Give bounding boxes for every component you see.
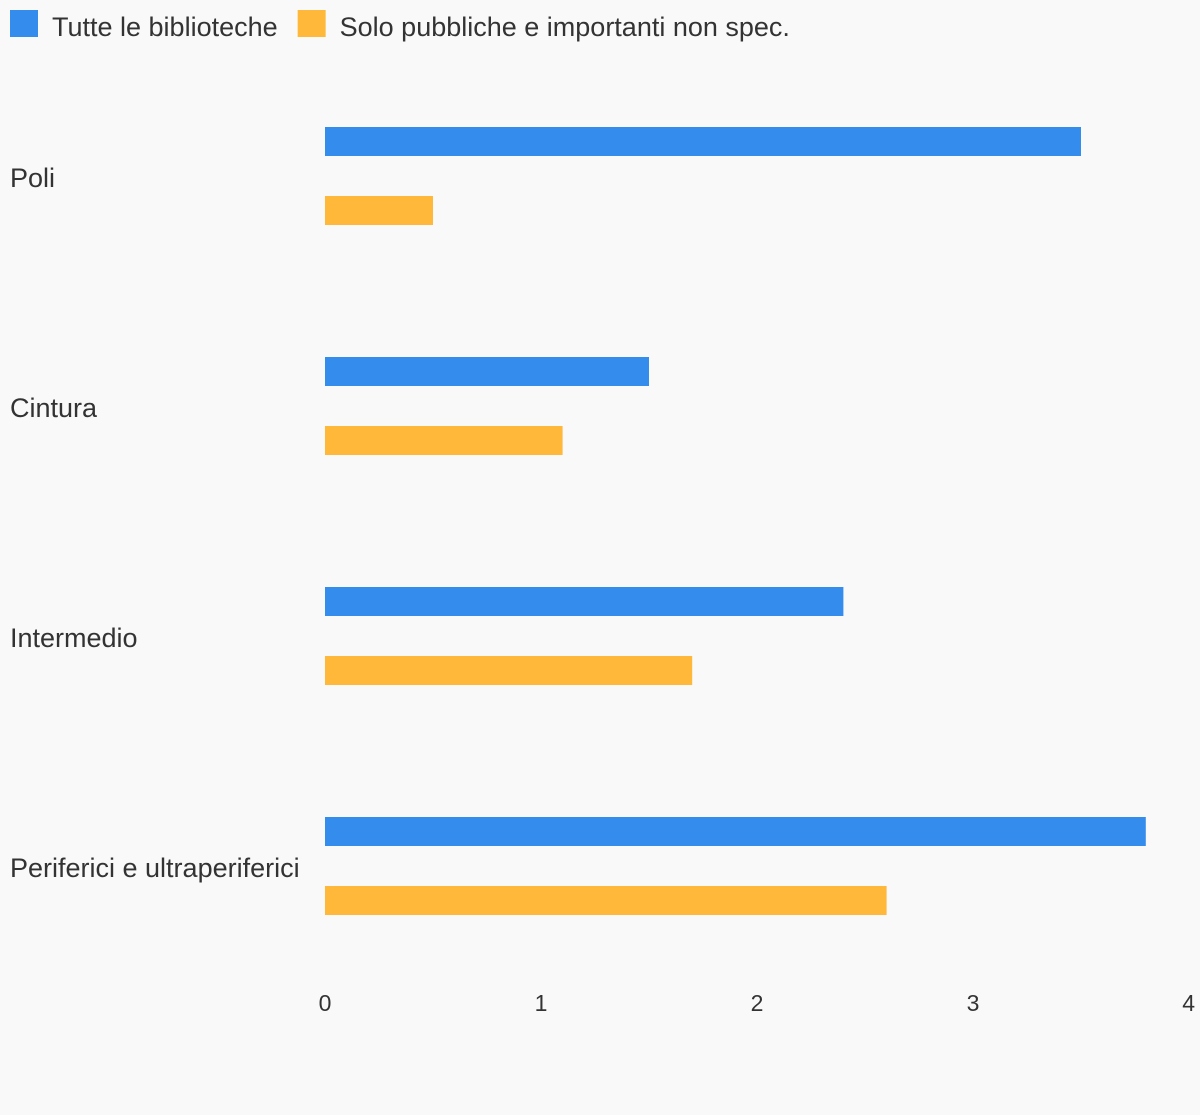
bar-solo-pubbliche-e-importanti-non-spec-poli: [325, 196, 433, 225]
x-tick-label-4: 4: [1182, 990, 1195, 1016]
bar-tutte-le-biblioteche-poli: [325, 127, 1081, 156]
x-axis-ticks: 0 1 2 3 4: [319, 990, 1196, 1016]
category-label-cintura: Cintura: [10, 393, 98, 423]
bar-solo-pubbliche-e-importanti-non-spec-periferici-e-ultraperiferici: [325, 886, 887, 915]
bar-tutte-le-biblioteche-periferici-e-ultraperiferici: [325, 817, 1146, 846]
x-tick-label-2: 2: [751, 990, 764, 1016]
category-label-periferici-e-ultraperiferici: Periferici e ultraperiferici: [10, 853, 300, 883]
category-label-intermedio: Intermedio: [10, 623, 138, 653]
legend-label-tutte-le-biblioteche: Tutte le biblioteche: [52, 12, 278, 42]
bar-tutte-le-biblioteche-cintura: [325, 357, 649, 386]
bars: [325, 127, 1146, 915]
legend-swatch-tutte-le-biblioteche: [10, 10, 38, 37]
legend-label-solo-pubbliche-e-importanti-non-spec: Solo pubbliche e importanti non spec.: [340, 12, 790, 42]
x-tick-label-0: 0: [319, 990, 332, 1016]
bar-tutte-le-biblioteche-intermedio: [325, 587, 844, 616]
x-tick-label-1: 1: [535, 990, 548, 1016]
category-labels: Poli Cintura Intermedio Periferici e ultrap…: [10, 163, 300, 883]
bar-solo-pubbliche-e-importanti-non-spec-cintura: [325, 426, 563, 455]
category-label-poli: Poli: [10, 163, 55, 193]
legend: Tutte le biblioteche Solo pubbliche e imp…: [10, 10, 790, 42]
x-tick-label-3: 3: [967, 990, 980, 1016]
legend-swatch-solo-pubbliche-e-importanti-non-spec: [297, 10, 326, 37]
bar-solo-pubbliche-e-importanti-non-spec-intermedio: [325, 656, 693, 685]
